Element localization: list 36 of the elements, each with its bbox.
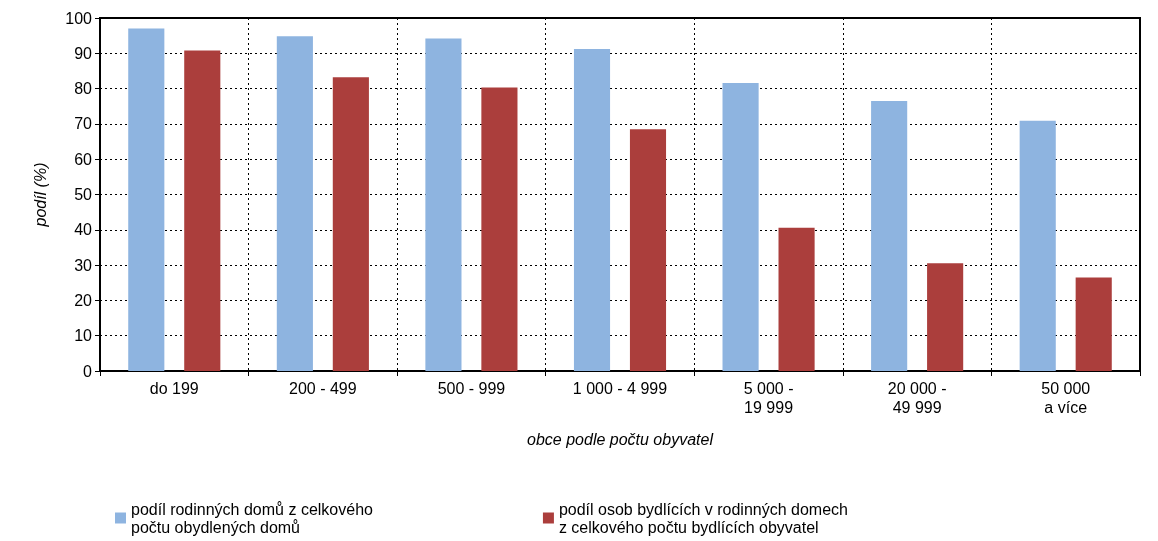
x-tick-label: 20 000 - 49 999 [887, 380, 947, 416]
x-tick-label: 1 000 - 4 999 [572, 380, 668, 397]
legend-label: podíl osob bydlících v rodinných domech z celkového počtu bydlících obyvatel [558, 500, 848, 536]
y-tick-label: 0 [83, 362, 93, 380]
y-tick-label: 20 [74, 291, 93, 309]
bar [573, 49, 611, 371]
bar [629, 129, 667, 371]
y-tick-label: 100 [65, 9, 93, 27]
x-axis-title: obce podle počtu obyvatel [527, 430, 714, 448]
y-axis-title: podíl (%) [31, 162, 49, 228]
bar [276, 36, 313, 371]
bar [1019, 120, 1056, 371]
bar [722, 82, 759, 371]
bar [927, 263, 964, 371]
x-tick-label: 5 000 - 19 999 [743, 380, 794, 416]
y-tick-label: 60 [74, 150, 93, 168]
y-tick-label: 40 [74, 221, 93, 239]
bar [128, 28, 165, 371]
legend-label: podíl rodinných domů z celkového počtu obydlených domů [131, 500, 374, 536]
x-tick-label: 50 000 a více [1041, 380, 1091, 416]
y-tick-label: 80 [74, 80, 93, 98]
y-tick-label: 50 [74, 186, 93, 203]
bar [425, 38, 462, 371]
x-tick-label: do 199 [149, 380, 199, 397]
bar [184, 50, 221, 371]
bar [332, 77, 369, 371]
bar [871, 100, 908, 371]
x-tick-label: 500 - 999 [437, 380, 506, 397]
y-tick-label: 90 [74, 44, 93, 62]
y-tick-label: 70 [74, 115, 93, 133]
y-tick-label: 30 [74, 256, 93, 274]
bar [778, 227, 815, 371]
bar [481, 87, 518, 371]
bar [1075, 277, 1112, 371]
x-tick-label: 200 - 499 [289, 380, 357, 397]
y-tick-label: 10 [74, 327, 93, 345]
